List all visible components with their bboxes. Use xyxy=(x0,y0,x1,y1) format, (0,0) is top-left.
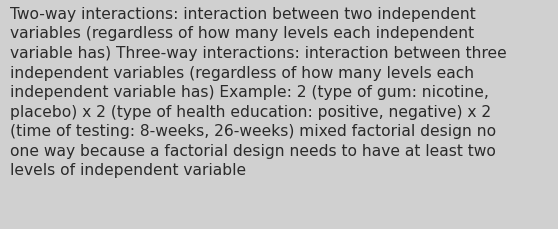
Text: Two-way interactions: interaction between two independent
variables (regardless : Two-way interactions: interaction betwee… xyxy=(10,7,507,178)
